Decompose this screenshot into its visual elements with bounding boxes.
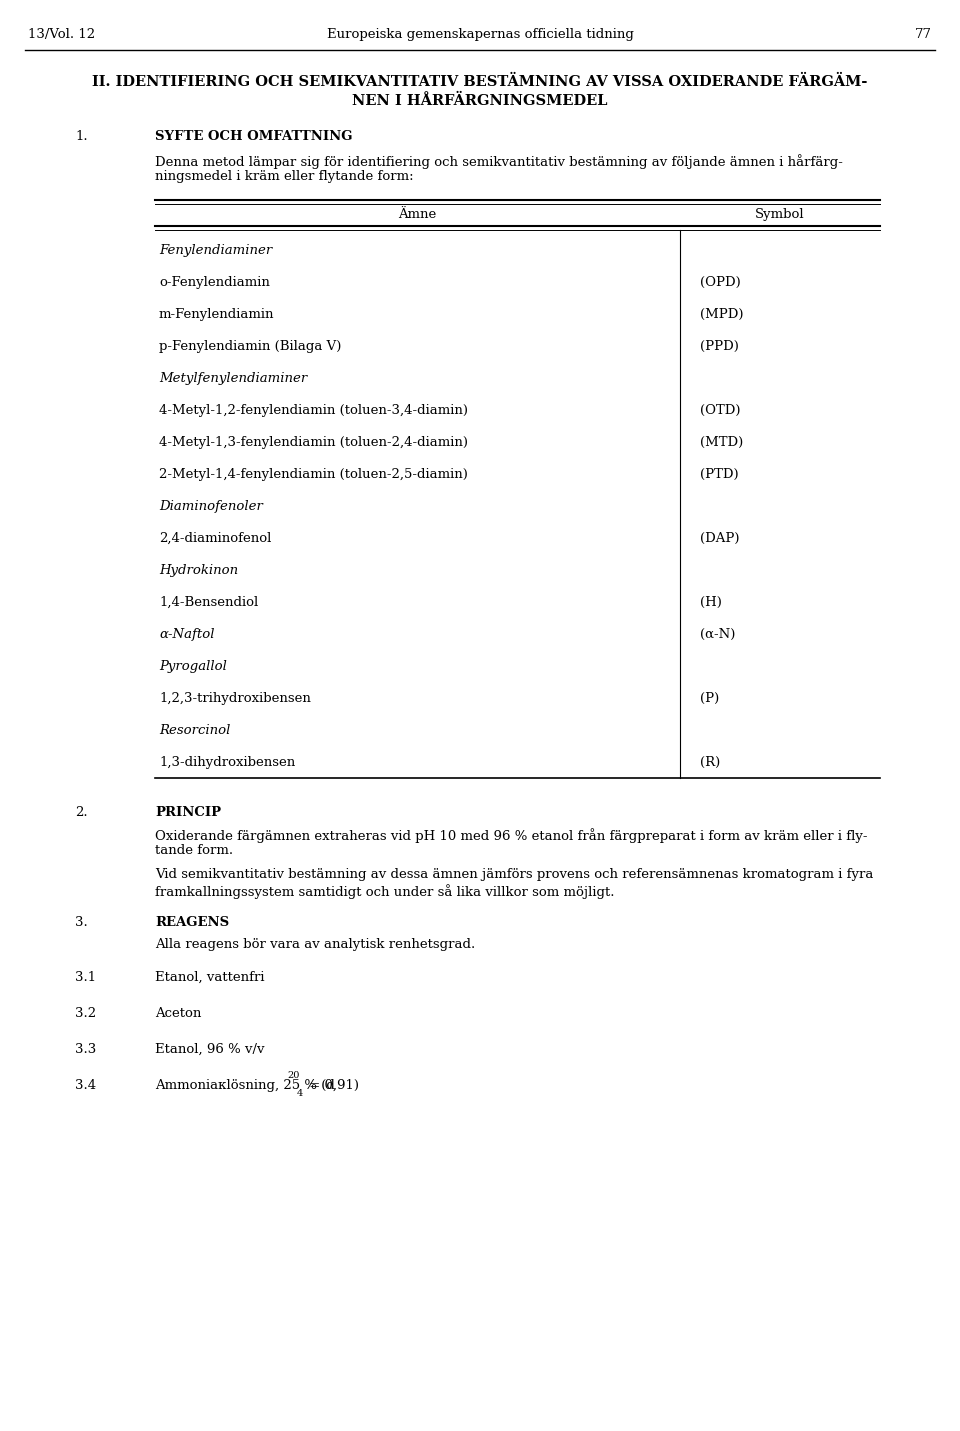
Text: (DAP): (DAP) xyxy=(700,532,739,545)
Text: II. IDENTIFIERING OCH SEMIKVANTITATIV BESTÄMNING AV VISSA OXIDERANDE FÄRGÄM-: II. IDENTIFIERING OCH SEMIKVANTITATIV BE… xyxy=(92,74,868,89)
Text: 4: 4 xyxy=(297,1089,303,1099)
Text: framkallningssystem samtidigt och under så lika villkor som möjligt.: framkallningssystem samtidigt och under … xyxy=(155,884,614,899)
Text: 4-Metyl-1,3-fenylendiamin (toluen-2,4-diamin): 4-Metyl-1,3-fenylendiamin (toluen-2,4-di… xyxy=(159,436,468,449)
Text: (OTD): (OTD) xyxy=(700,404,740,416)
Text: 3.3: 3.3 xyxy=(75,1043,96,1056)
Text: ningsmedel i kräm eller flytande form:: ningsmedel i kräm eller flytande form: xyxy=(155,170,414,183)
Text: Resorcinol: Resorcinol xyxy=(159,724,230,737)
Text: (MPD): (MPD) xyxy=(700,308,743,321)
Text: Etanol, 96 % v/v: Etanol, 96 % v/v xyxy=(155,1043,265,1056)
Text: SYFTE OCH OMFATTNING: SYFTE OCH OMFATTNING xyxy=(155,130,352,143)
Text: (R): (R) xyxy=(700,756,720,768)
Text: (α-N): (α-N) xyxy=(700,628,735,641)
Text: (PPD): (PPD) xyxy=(700,341,739,353)
Text: Vid semikvantitativ bestämning av dessa ämnen jämförs provens och referensämnena: Vid semikvantitativ bestämning av dessa … xyxy=(155,869,874,881)
Text: 3.2: 3.2 xyxy=(75,1007,96,1020)
Text: Etanol, vattenfri: Etanol, vattenfri xyxy=(155,972,265,985)
Text: Ammoniaкlösning, 25 % (d: Ammoniaкlösning, 25 % (d xyxy=(155,1079,335,1092)
Text: NEN I HÅRFÄRGNINGSMEDEL: NEN I HÅRFÄRGNINGSMEDEL xyxy=(352,94,608,109)
Text: Fenylendiaminer: Fenylendiaminer xyxy=(159,245,273,258)
Text: (PTD): (PTD) xyxy=(700,468,738,481)
Text: 13/Vol. 12: 13/Vol. 12 xyxy=(28,29,95,41)
Text: (H): (H) xyxy=(700,595,722,610)
Text: p-Fenylendiamin (Bilaga V): p-Fenylendiamin (Bilaga V) xyxy=(159,341,342,353)
Text: Pyrogallol: Pyrogallol xyxy=(159,660,227,673)
Text: REAGENS: REAGENS xyxy=(155,916,229,929)
Text: m-Fenylendiamin: m-Fenylendiamin xyxy=(159,308,275,321)
Text: Hydrokinon: Hydrokinon xyxy=(159,564,238,577)
Text: 2-Metyl-1,4-fenylendiamin (toluen-2,5-diamin): 2-Metyl-1,4-fenylendiamin (toluen-2,5-di… xyxy=(159,468,468,481)
Text: 4-Metyl-1,2-fenylendiamin (toluen-3,4-diamin): 4-Metyl-1,2-fenylendiamin (toluen-3,4-di… xyxy=(159,404,468,416)
Text: α-Naftol: α-Naftol xyxy=(159,628,214,641)
Text: Denna metod lämpar sig för identifiering och semikvantitativ bestämning av följa: Denna metod lämpar sig för identifiering… xyxy=(155,155,843,169)
Text: 2.: 2. xyxy=(75,806,87,819)
Text: 2,4-diaminofenol: 2,4-diaminofenol xyxy=(159,532,272,545)
Text: 3.1: 3.1 xyxy=(75,972,96,985)
Text: 1,3-dihydroxibensen: 1,3-dihydroxibensen xyxy=(159,756,296,768)
Text: 3.: 3. xyxy=(75,916,87,929)
Text: (OPD): (OPD) xyxy=(700,276,741,289)
Text: Europeiska gemenskapernas officiella tidning: Europeiska gemenskapernas officiella tid… xyxy=(326,29,634,41)
Text: Metylfenylendiaminer: Metylfenylendiaminer xyxy=(159,372,307,385)
Text: Alla reagens bör vara av analytisk renhetsgrad.: Alla reagens bör vara av analytisk renhe… xyxy=(155,937,475,952)
Text: (MTD): (MTD) xyxy=(700,436,743,449)
Text: Symbol: Symbol xyxy=(756,207,804,220)
Text: Diaminofenoler: Diaminofenoler xyxy=(159,499,263,512)
Text: (P): (P) xyxy=(700,693,719,705)
Text: 3.4: 3.4 xyxy=(75,1079,96,1092)
Text: 1,2,3-trihydroxibensen: 1,2,3-trihydroxibensen xyxy=(159,693,311,705)
Text: 1,4-Bensendiol: 1,4-Bensendiol xyxy=(159,595,258,610)
Text: o-Fenylendiamin: o-Fenylendiamin xyxy=(159,276,270,289)
Text: Ämne: Ämne xyxy=(398,207,437,220)
Text: 77: 77 xyxy=(915,29,932,41)
Text: Aceton: Aceton xyxy=(155,1007,202,1020)
Text: Oxiderande färgämnen extraheras vid pH 10 med 96 % etanol från färgpreparat i fo: Oxiderande färgämnen extraheras vid pH 1… xyxy=(155,829,868,843)
Text: = 0,91): = 0,91) xyxy=(305,1079,359,1092)
Text: tande form.: tande form. xyxy=(155,844,233,857)
Text: 1.: 1. xyxy=(75,130,87,143)
Text: PRINCIP: PRINCIP xyxy=(155,806,221,819)
Text: 20: 20 xyxy=(287,1070,300,1080)
